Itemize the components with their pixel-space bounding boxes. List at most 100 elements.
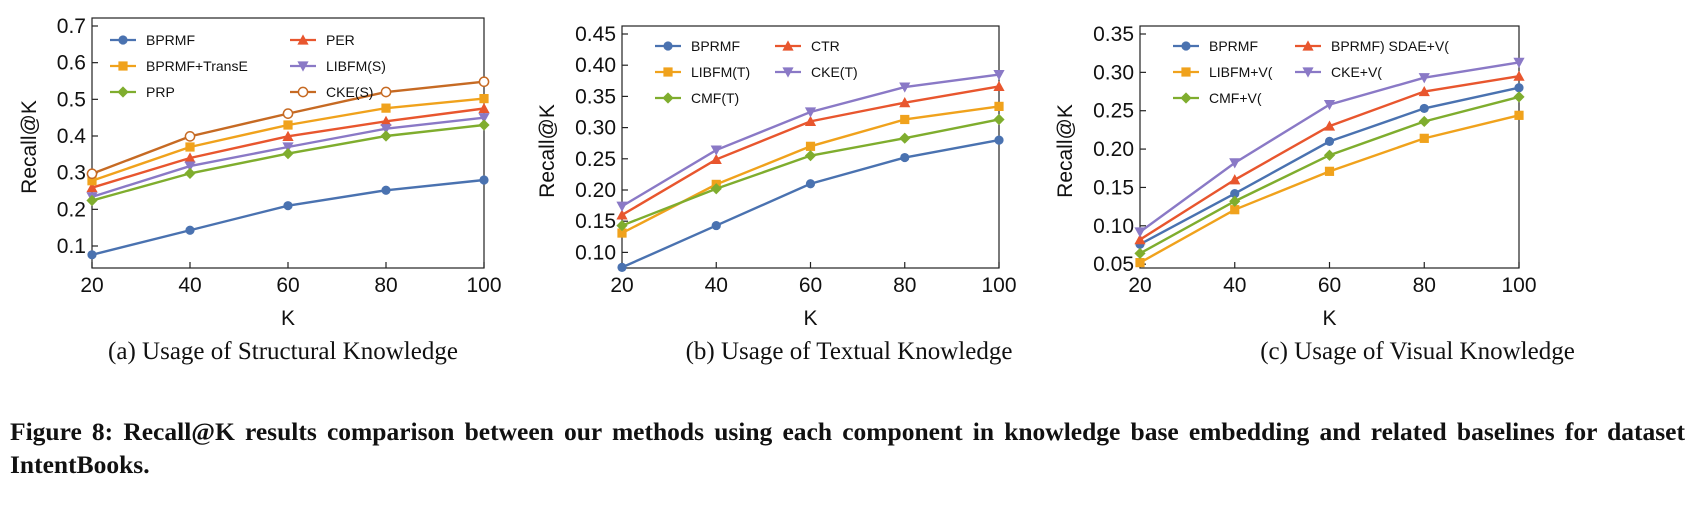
data-point (1134, 247, 1146, 260)
legend-item: CTR (775, 38, 840, 54)
data-point (899, 82, 911, 93)
legend-label: CMF(T) (691, 90, 739, 106)
data-point (617, 262, 627, 272)
legend-item: PRP (110, 84, 175, 100)
legend-label: BPRMF (1209, 38, 1258, 54)
y-tick-label: 0.30 (1093, 61, 1134, 84)
data-point (87, 250, 97, 260)
legend-item: CMF+V( (1173, 90, 1262, 106)
data-point (184, 152, 196, 163)
data-point (900, 114, 910, 125)
legend-item: LIBFM(T) (655, 64, 750, 80)
y-tick-label: 0.05 (1093, 253, 1134, 276)
legend-label: BPRMF (146, 32, 195, 48)
data-point (478, 113, 490, 124)
y-tick-label: 0.10 (1093, 215, 1134, 238)
y-axis-label: Recall@K (536, 104, 559, 198)
x-tick-label: 80 (893, 274, 916, 297)
legend-item: LIBFM+V( (1173, 64, 1273, 80)
x-tick-label: 20 (610, 274, 633, 297)
y-tick-label: 0.25 (1093, 100, 1134, 123)
data-point (87, 176, 97, 186)
y-tick-label: 0.6 (57, 52, 86, 75)
data-point (1514, 83, 1524, 93)
data-point (1135, 258, 1145, 268)
subfigure-caption: (a) Usage of Structural Knowledge (108, 338, 458, 365)
y-tick-label: 0.1 (57, 235, 86, 258)
series-bprmf (87, 175, 489, 260)
legend-label: BPRMF+TransE (146, 58, 248, 74)
data-point (1229, 174, 1241, 185)
legend-label: CKE+V( (1331, 64, 1382, 80)
series-prp (86, 119, 490, 207)
data-point (1513, 91, 1525, 103)
chart-visual: 0.05 0.10 0.15 0.20 0.25 0.30 0.35 20 40 60 80 100 K… (1054, 23, 1537, 330)
data-point (381, 185, 391, 195)
x-tick-label: 40 (1223, 274, 1246, 297)
legend-label: CTR (811, 38, 840, 54)
subfigure-caption: (c) Usage of Visual Knowledge (1260, 338, 1575, 365)
legend-marker (663, 41, 673, 51)
data-point (1323, 99, 1336, 111)
legend-marker (663, 67, 673, 77)
y-tick-label: 0.35 (1093, 23, 1134, 46)
chart-panel-structural: 0.1 0.2 0.3 0.4 0.5 0.6 0.7 20 40 60 80 100 K Recall@… (0, 0, 566, 400)
data-point (899, 97, 911, 108)
legend-marker (118, 35, 128, 45)
subfigure-caption: (b) Usage of Textual Knowledge (685, 338, 1013, 365)
y-tick-label: 0.7 (57, 15, 86, 38)
series-cke-t- (616, 69, 1005, 212)
data-point (1230, 188, 1240, 199)
data-point (994, 135, 1004, 145)
data-point (616, 209, 628, 220)
x-tick-label: 100 (466, 274, 501, 297)
legend-marker (1181, 41, 1191, 51)
data-point (1323, 149, 1336, 161)
data-point (86, 182, 98, 193)
data-point (993, 113, 1005, 126)
x-tick-label: 80 (1413, 274, 1436, 297)
legend-item: BPRMF+TransE (110, 58, 248, 74)
legend-item: BPRMF) SDAE+V( (1295, 38, 1449, 54)
data-point (1324, 166, 1335, 176)
data-point (993, 69, 1005, 81)
data-point (479, 94, 489, 104)
data-point (804, 150, 817, 162)
legend-marker (297, 86, 309, 98)
legend-marker (782, 40, 794, 51)
legend-marker (297, 34, 309, 45)
legend-marker (118, 61, 128, 71)
legend-item: CMF(T) (655, 90, 739, 106)
legend-label: LIBFM+V( (1209, 64, 1273, 80)
data-point (478, 102, 490, 114)
chart-panel-textual: 0.10 0.15 0.20 0.25 0.30 0.35 0.40 0.45 20 40 60 80… (536, 0, 1132, 400)
y-tick-label: 0.20 (575, 179, 616, 202)
data-point (616, 219, 628, 232)
legend: BPRMF BPRMF) SDAE+V( LIBFM+V( CKE+V( CMF+V( (1173, 38, 1449, 106)
legend-marker (1181, 67, 1191, 77)
legend-marker (1180, 92, 1192, 104)
legend-label: PRP (146, 84, 175, 100)
data-point (380, 115, 392, 126)
data-point (283, 120, 293, 130)
data-point (282, 142, 294, 153)
y-tick-label: 0.30 (575, 117, 616, 140)
data-point (804, 107, 817, 118)
data-point (711, 220, 721, 231)
data-point (993, 80, 1005, 92)
series-line (1139, 61, 1520, 233)
data-point (86, 194, 98, 207)
series-ctr (616, 80, 1005, 220)
data-point (478, 76, 490, 88)
legend-item: LIBFM(S) (290, 58, 386, 74)
data-point (184, 161, 196, 172)
series-bprmf (617, 135, 1004, 272)
data-point (380, 130, 392, 142)
data-point (900, 152, 910, 163)
x-tick-label: 100 (1501, 274, 1536, 297)
legend-marker (662, 92, 674, 104)
x-tick-label: 100 (981, 274, 1016, 297)
y-axis-label: Recall@K (18, 100, 41, 194)
figure-caption: Figure 8: Recall@K results comparison be… (10, 417, 1685, 479)
data-point (805, 179, 816, 189)
